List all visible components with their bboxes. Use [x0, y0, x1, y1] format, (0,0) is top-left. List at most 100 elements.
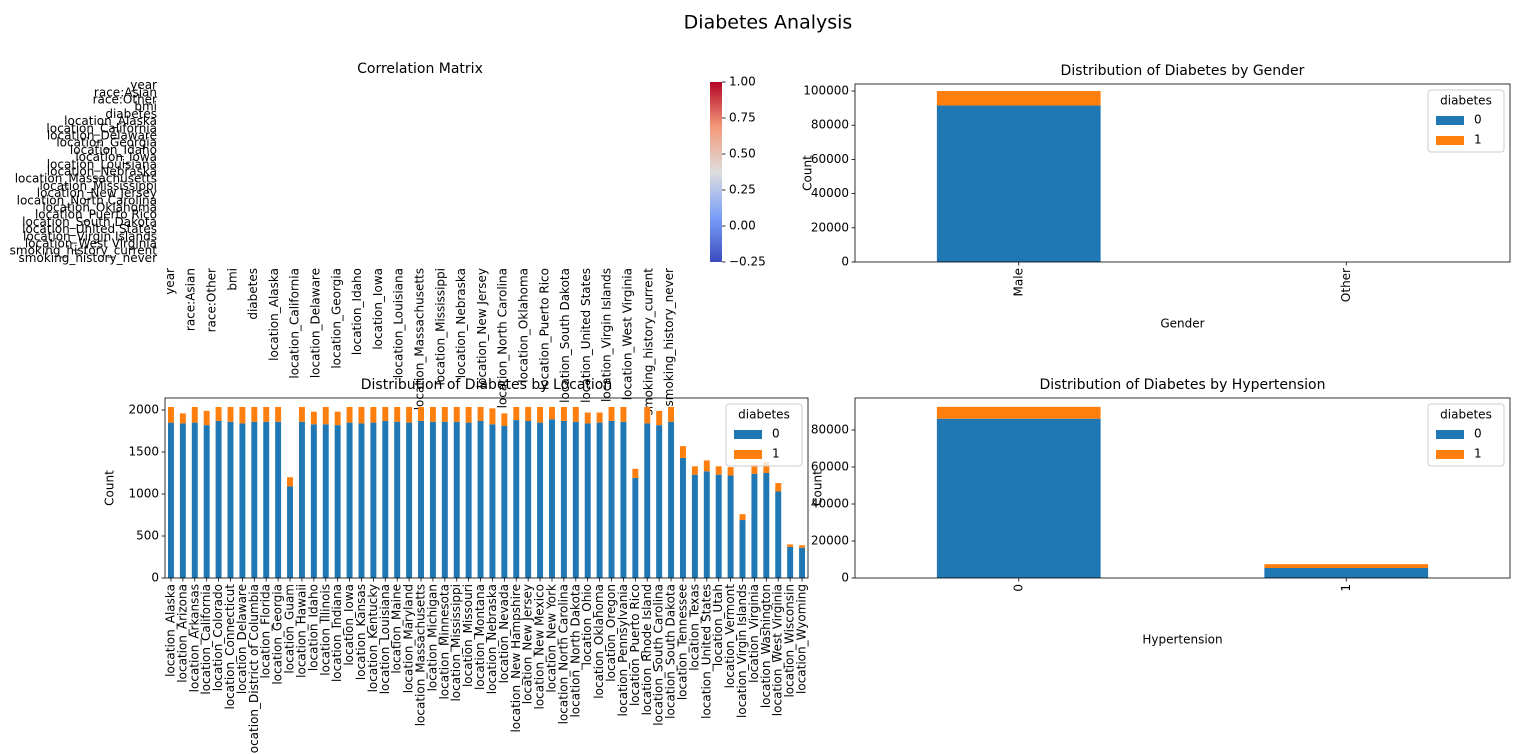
x-tick-label: location_Arkansas	[187, 584, 201, 692]
bar-segment	[239, 423, 246, 578]
bar-segment	[799, 547, 806, 578]
bar-segment	[775, 491, 782, 578]
x-tick-label: location_New Mexico	[533, 584, 547, 710]
bar-segment	[167, 422, 174, 578]
bar-segment	[179, 423, 186, 578]
x-tick-label: location_Vermont	[723, 584, 737, 689]
x-tick-label: location_Massachusetts	[413, 268, 427, 410]
x-tick-label: race:Other	[205, 268, 219, 332]
x-tick-label: location_South Carolina	[652, 584, 666, 726]
bar-segment	[751, 473, 758, 578]
bar-segment	[608, 420, 615, 578]
bar-segment	[584, 412, 591, 424]
bar-segment	[489, 424, 496, 578]
bar-segment	[799, 545, 806, 548]
colorbar-tick-label: 0.75	[729, 111, 756, 125]
bar-segment	[215, 420, 222, 578]
x-tick-label: location_Washington	[759, 584, 773, 708]
axes-frame	[854, 397, 1511, 579]
y-tick-label: 40000	[811, 186, 849, 200]
y-tick-label: location_South Dakota	[22, 215, 157, 229]
bar-segment	[644, 423, 651, 578]
legend-label: 1	[1474, 133, 1482, 147]
y-tick-label: bmi	[134, 100, 157, 114]
bar-segment	[513, 406, 520, 421]
x-tick-label: location_Tennessee	[675, 584, 689, 700]
bar-segment	[560, 406, 567, 421]
x-tick-label: location_Virgin Islands	[600, 268, 614, 402]
x-tick-label: location_Iowa	[371, 268, 385, 350]
bar-segment	[936, 418, 1101, 578]
bar-segment	[275, 406, 282, 422]
colorbar-tick-label: 1.00	[729, 75, 756, 89]
bar-segment	[477, 406, 484, 421]
y-tick-label: location_Idaho	[70, 143, 157, 157]
y-axis-label: Count	[103, 470, 117, 506]
bar-segment	[394, 421, 401, 578]
bar-segment	[739, 520, 746, 578]
y-tick-label: smoking_history_never	[19, 251, 158, 265]
bar-segment	[936, 105, 1101, 262]
bar-segment	[251, 421, 258, 578]
bar-segment	[310, 424, 317, 578]
bar-segment	[227, 406, 234, 422]
x-tick-label: location_Illinois	[318, 584, 332, 676]
x-tick-label: diabetes	[246, 268, 260, 320]
bar-segment	[203, 425, 210, 578]
bar-segment	[334, 425, 341, 578]
bar-segment	[584, 423, 591, 578]
x-tick-label: location_Massachusetts	[414, 584, 428, 726]
bar-segment	[572, 421, 579, 578]
bar-segment	[596, 412, 603, 423]
x-tick-label: location_Mississippi	[449, 584, 463, 702]
x-tick-label: location_Oklahoma	[592, 584, 606, 699]
bar-segment	[596, 422, 603, 578]
x-tick-label: location_South Dakota	[558, 268, 572, 403]
x-tick-label: location_Alaska	[163, 584, 177, 677]
bar-segment	[572, 406, 579, 422]
bar-segment	[679, 446, 686, 458]
x-tick-label: location_Nebraska	[454, 268, 468, 378]
y-tick-label: 0	[841, 571, 849, 585]
y-tick-label: location_Puerto Rico	[35, 208, 157, 222]
x-tick-label: location_West Virginia	[771, 584, 785, 716]
y-tick-label: year	[130, 78, 157, 92]
x-tick-label: location_Nebraska	[485, 584, 499, 694]
bar-segment	[298, 406, 305, 422]
y-tick-label: 80000	[811, 423, 849, 437]
x-tick-label: location_Georgia	[329, 268, 343, 369]
y-tick-label: 60000	[811, 152, 849, 166]
x-tick-label: location_California	[288, 268, 302, 379]
bar-segment	[739, 514, 746, 521]
legend-title: diabetes	[1440, 94, 1492, 108]
bar-segment	[549, 406, 555, 420]
legend-label: 0	[1474, 427, 1482, 441]
bar-segment	[429, 406, 436, 422]
bar-segment	[263, 421, 270, 578]
x-tick-label: location_Rhode Island	[640, 584, 654, 715]
bar-segment	[751, 464, 758, 474]
bar-segment	[691, 466, 698, 475]
bar-segment	[334, 411, 341, 426]
x-tick-label: location_Idaho	[306, 584, 320, 671]
bar-segment	[632, 468, 639, 479]
x-tick-label: location_Kansas	[354, 584, 368, 680]
bar-segment	[322, 424, 329, 578]
x-tick-label: location_Ohio	[580, 584, 594, 665]
y-tick-label: location_North Carolina	[17, 193, 157, 207]
bar-segment	[191, 406, 198, 423]
bar-segment	[525, 406, 532, 421]
x-tick-label: location_West Virginia	[621, 268, 635, 400]
bar-segment	[298, 421, 305, 578]
x-tick-label: smoking_history_current	[641, 268, 655, 416]
y-tick-label: location_Massachusetts	[15, 172, 157, 186]
chart-title: Correlation Matrix	[357, 61, 483, 77]
y-tick-label: location_Georgia	[56, 136, 157, 150]
x-tick-label: location_New Hampshire	[509, 584, 523, 733]
bar-segment	[1264, 564, 1429, 569]
x-tick-label: location_Delaware	[309, 268, 323, 378]
x-tick-label: location_North Carolina	[556, 584, 570, 724]
y-tick-label: race:Asian	[94, 85, 157, 99]
